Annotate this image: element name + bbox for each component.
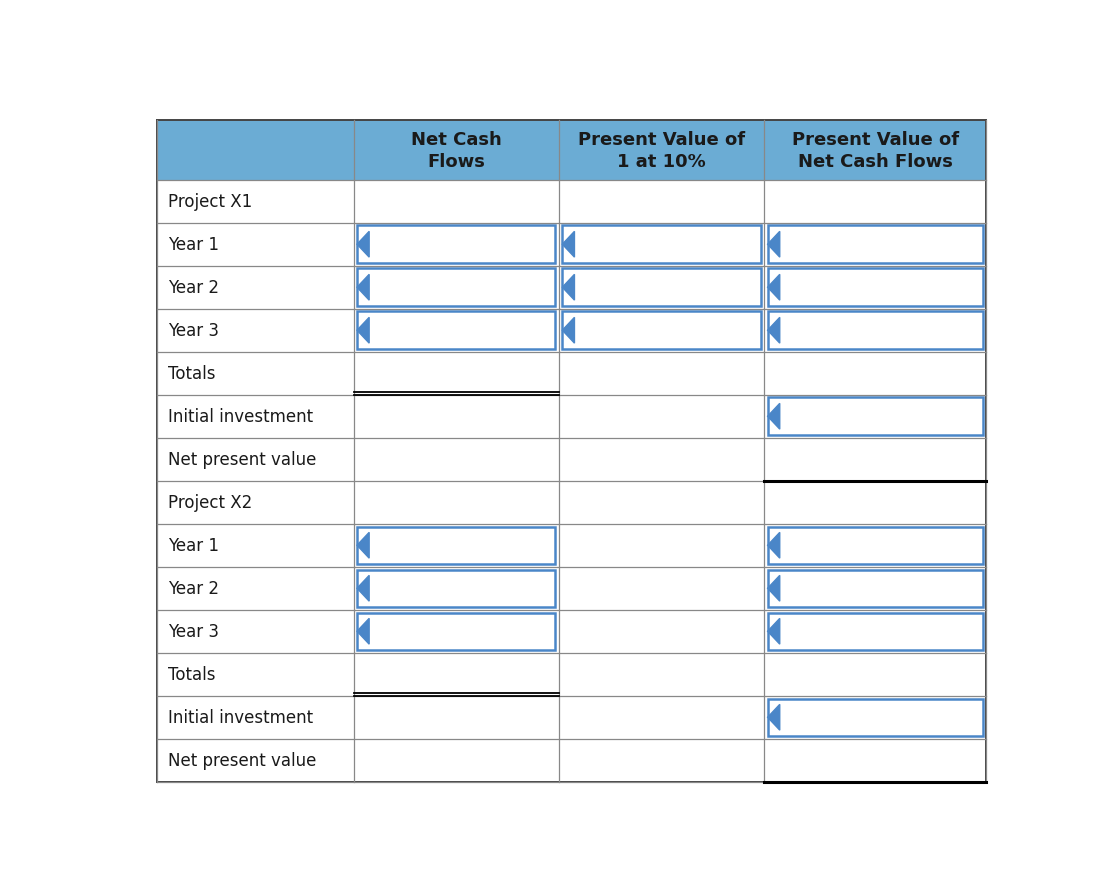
- Text: Year 1: Year 1: [168, 236, 219, 254]
- Bar: [357, 226, 555, 264]
- Bar: [357, 312, 555, 350]
- Bar: [767, 269, 982, 307]
- Bar: [156, 395, 986, 438]
- Text: Project X1: Project X1: [168, 193, 252, 211]
- Polygon shape: [767, 576, 779, 602]
- Polygon shape: [357, 576, 369, 602]
- Text: Net Cash
Flows: Net Cash Flows: [410, 131, 502, 172]
- Bar: [156, 309, 986, 352]
- Text: Net present value: Net present value: [168, 752, 317, 770]
- Polygon shape: [767, 275, 779, 300]
- Text: Net present value: Net present value: [168, 451, 317, 468]
- Polygon shape: [357, 232, 369, 257]
- Polygon shape: [767, 619, 779, 645]
- Bar: [357, 527, 555, 564]
- Bar: [767, 699, 982, 736]
- Bar: [767, 527, 982, 564]
- Polygon shape: [357, 275, 369, 300]
- Bar: [562, 312, 760, 350]
- Polygon shape: [357, 619, 369, 645]
- Bar: [156, 121, 986, 181]
- Text: Totals: Totals: [168, 365, 215, 383]
- Text: Totals: Totals: [168, 665, 215, 684]
- Bar: [156, 567, 986, 610]
- Text: Year 1: Year 1: [168, 536, 219, 554]
- Bar: [156, 610, 986, 653]
- Bar: [156, 438, 986, 481]
- Bar: [156, 739, 986, 782]
- Text: Project X2: Project X2: [168, 493, 252, 511]
- Text: Present Value of
1 at 10%: Present Value of 1 at 10%: [578, 131, 745, 172]
- Bar: [156, 352, 986, 395]
- Bar: [156, 266, 986, 309]
- Bar: [156, 524, 986, 567]
- Bar: [562, 269, 760, 307]
- Text: Initial investment: Initial investment: [168, 708, 313, 727]
- Bar: [767, 398, 982, 435]
- Text: Initial investment: Initial investment: [168, 408, 313, 426]
- Polygon shape: [562, 232, 574, 257]
- Text: Year 2: Year 2: [168, 579, 219, 597]
- Text: Year 2: Year 2: [168, 279, 219, 297]
- Bar: [767, 312, 982, 350]
- Text: Present Value of
Net Cash Flows: Present Value of Net Cash Flows: [792, 131, 959, 172]
- Polygon shape: [767, 404, 779, 430]
- Text: Year 3: Year 3: [168, 622, 219, 640]
- Bar: [357, 569, 555, 607]
- Bar: [357, 612, 555, 650]
- Polygon shape: [767, 704, 779, 730]
- Polygon shape: [357, 533, 369, 559]
- Polygon shape: [562, 318, 574, 344]
- Text: Year 3: Year 3: [168, 322, 219, 340]
- Bar: [156, 181, 986, 224]
- Bar: [767, 612, 982, 650]
- Bar: [156, 481, 986, 524]
- Polygon shape: [562, 275, 574, 300]
- Polygon shape: [767, 533, 779, 559]
- Bar: [767, 569, 982, 607]
- Polygon shape: [357, 318, 369, 344]
- Bar: [156, 224, 986, 266]
- Polygon shape: [767, 232, 779, 257]
- Bar: [156, 696, 986, 739]
- Bar: [767, 226, 982, 264]
- Bar: [562, 226, 760, 264]
- Polygon shape: [767, 318, 779, 344]
- Bar: [156, 653, 986, 696]
- Bar: [357, 269, 555, 307]
